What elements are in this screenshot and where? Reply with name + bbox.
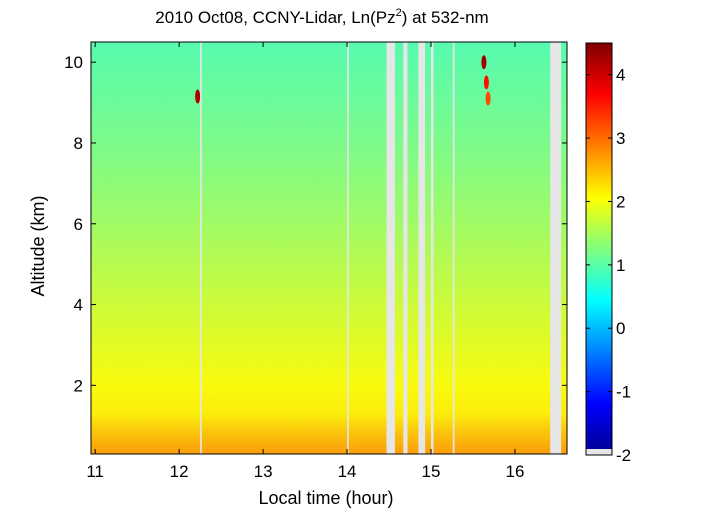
cloud-feature-mark: [483, 75, 489, 90]
data-gap-stripe: [418, 42, 426, 454]
data-gap-stripe: [550, 42, 562, 454]
plot-axes: 11 12 13 14 15 16 2 4 6 8 10: [64, 41, 568, 481]
colorbar-tick-label: 0: [616, 319, 625, 338]
x-tick-label: 11: [86, 462, 104, 481]
colorbar-tick-label: 1: [616, 256, 625, 275]
cloud-feature-mark: [195, 89, 201, 104]
x-tick-label: 14: [338, 462, 357, 481]
colorbar-missing-swatch: [586, 449, 612, 455]
x-tick-label: 13: [254, 462, 273, 481]
x-tick-label: 16: [505, 462, 524, 481]
x-tick-label: 12: [170, 462, 189, 481]
title-suffix: ) at 532-nm: [402, 8, 489, 27]
colorbar: -2 -1 0 1 2 3 4: [585, 42, 631, 465]
title-prefix: 2010 Oct08, CCNY-Lidar, Ln(Pz: [155, 8, 395, 27]
y-axis-label: Altitude (km): [28, 195, 48, 296]
colorbar-tick-label: 3: [616, 129, 625, 148]
title-superscript: 2: [396, 7, 402, 19]
data-gap-stripe: [403, 42, 408, 454]
chart-title: 2010 Oct08, CCNY-Lidar, Ln(Pz2) at 532-n…: [155, 7, 488, 27]
y-tick-label: 8: [74, 134, 83, 153]
y-tick-label: 6: [74, 215, 83, 234]
heatmap-texture: [91, 42, 567, 454]
data-gap-stripe: [200, 42, 202, 454]
plot-frame: [90, 41, 568, 455]
y-tick-label: 10: [64, 53, 83, 72]
colorbar-tick-label: 4: [616, 66, 625, 85]
cloud-feature-mark: [485, 91, 491, 106]
data-gap-stripe: [386, 42, 395, 454]
colorbar-tick-label: 2: [616, 192, 625, 211]
data-gap-stripe: [347, 42, 349, 454]
colorbar-frame: [585, 42, 613, 456]
x-tick-label: 15: [422, 462, 441, 481]
colorbar-gradient: [586, 43, 612, 455]
colorbar-tick-label: -2: [616, 446, 631, 465]
data-gap-stripe: [452, 42, 455, 454]
cloud-feature-mark: [481, 55, 487, 70]
colorbar-tick-label: -1: [616, 383, 631, 402]
lidar-heatmap: [91, 42, 567, 454]
x-axis-label: Local time (hour): [258, 488, 393, 508]
y-tick-label: 4: [74, 296, 83, 315]
data-gap-stripe: [431, 42, 434, 454]
y-tick-label: 2: [74, 376, 83, 395]
